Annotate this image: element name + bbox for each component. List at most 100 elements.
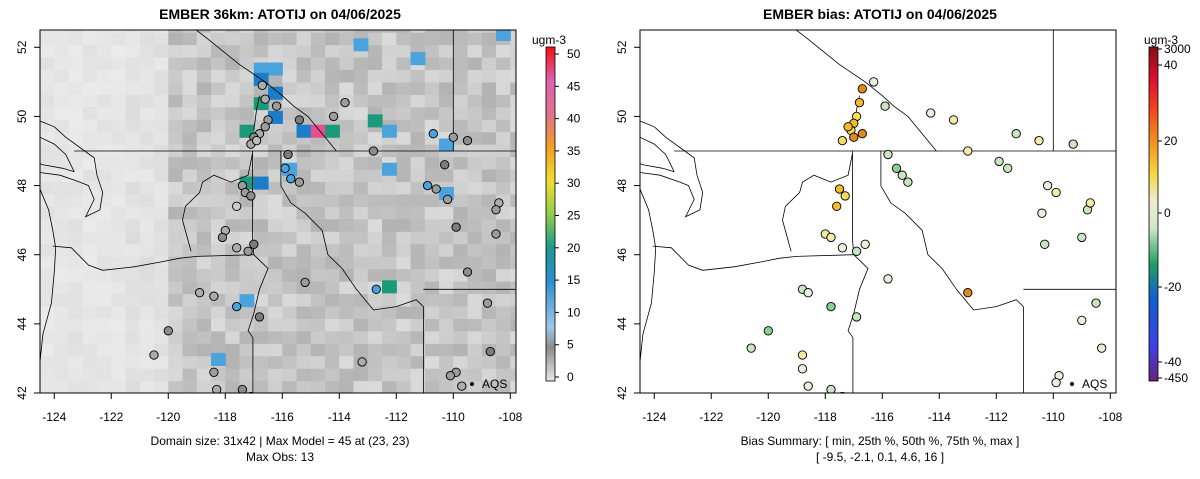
model-grid-cell: [310, 44, 326, 58]
bias-x-tick-label: -118: [814, 410, 837, 424]
model-grid-cell: [82, 193, 98, 207]
model-grid-cell: [225, 156, 241, 170]
model-grid-cell: [68, 44, 84, 58]
model-grid-cell: [396, 131, 412, 145]
model-grid-cell: [481, 106, 497, 120]
model-grid-cell: [481, 131, 497, 145]
model-grid-cell: [111, 293, 127, 307]
model-grid-cell: [82, 30, 98, 33]
bias-obs-marker: [837, 135, 848, 146]
model-grid-cell: [97, 268, 112, 282]
model-grid-cell: [296, 293, 312, 307]
model-grid-cell: [225, 368, 241, 382]
model-grid-cell: [182, 218, 198, 232]
model-grid-cell: [339, 355, 355, 369]
model-chart-title: EMBER 36km: ATOTIJ on 04/06/2025: [159, 6, 401, 22]
model-grid-cell: [196, 218, 212, 232]
model-grid-cell: [367, 30, 383, 33]
model-grid-cell: [353, 56, 369, 71]
bias-footer-line1: Bias Summary: [ min, 25th %, 50th %, 75t…: [740, 434, 1020, 448]
bias-x-tick-label: -112: [985, 410, 1008, 424]
model-hotspot-cell: [310, 124, 326, 138]
bias-x-tick-label: -120: [756, 410, 780, 424]
model-grid-cell: [310, 268, 326, 282]
model-grid-cell: [325, 243, 340, 257]
model-grid-cell: [239, 94, 255, 108]
bias-footer-line2: [ -9.5, -2.1, 0.1, 4.6, 16 ]: [815, 450, 945, 464]
model-grid-cell: [125, 81, 141, 95]
model-grid-cell: [168, 330, 184, 344]
model-grid-cell: [439, 168, 454, 183]
model-grid-cell: [68, 280, 84, 295]
model-grid-cell: [125, 218, 141, 232]
model-grid-cell: [439, 243, 454, 257]
model-grid-cells: [40, 30, 516, 393]
model-grid-cell: [111, 355, 127, 369]
model-grid-cell: [182, 268, 198, 282]
model-grid-cell: [496, 330, 511, 344]
bias-x-tick-label: -116: [871, 410, 894, 424]
model-grid-cell: [481, 280, 497, 295]
model-grid-cell: [339, 343, 355, 357]
model-grid-cell: [125, 330, 141, 344]
model-grid-cell: [211, 330, 226, 344]
model-grid-cell: [310, 256, 326, 270]
model-grid-cell: [139, 318, 155, 332]
model-grid-cell: [154, 81, 169, 95]
model-grid-cell: [154, 156, 169, 170]
model-grid-cell: [225, 119, 241, 133]
model-x-tick-label: -114: [328, 410, 351, 424]
model-grid-cell: [225, 231, 241, 245]
model-grid-cell: [382, 293, 397, 307]
model-grid-cell: [310, 280, 326, 295]
model-grid-cell: [382, 81, 397, 95]
model-grid-cell: [253, 32, 269, 46]
model-grid-cell: [353, 256, 369, 270]
model-grid-cell: [97, 30, 112, 33]
model-grid-cell: [154, 193, 169, 207]
bias-obs-marker: [857, 129, 867, 139]
model-grid-cell: [296, 218, 312, 232]
model-grid-cell: [154, 256, 169, 270]
model-colorbar-tick-label: 35: [567, 144, 581, 158]
model-hotspot-cell: [239, 294, 255, 308]
model-grid-cell: [367, 231, 383, 245]
model-grid-cell: [40, 280, 55, 295]
model-grid-cell: [367, 330, 383, 344]
model-grid-cell: [268, 318, 283, 332]
model-x-tick-label: -110: [442, 410, 465, 424]
model-grid-cell: [82, 330, 98, 344]
model-grid-cell: [111, 256, 127, 270]
model-grid-cell: [424, 168, 440, 183]
model-grid-cell: [211, 305, 226, 319]
model-grid-cell: [68, 330, 84, 344]
model-grid-cell: [467, 305, 483, 319]
model-grid-cell: [282, 218, 298, 232]
model-grid-cell: [68, 81, 84, 95]
model-grid-cell: [168, 206, 184, 220]
model-grid-cell: [239, 318, 255, 332]
bias-plot-bg: [640, 30, 1116, 393]
model-grid-cell: [310, 305, 326, 319]
bias-obs-marker: [1034, 135, 1044, 146]
model-grid-cell: [225, 56, 241, 71]
model-grid-cell: [367, 94, 383, 108]
model-grid-cell: [310, 318, 326, 332]
model-grid-cell: [481, 81, 497, 95]
model-grid-cell: [510, 94, 516, 108]
model-obs-marker: [209, 367, 219, 377]
model-grid-cell: [382, 380, 397, 393]
bias-chart-title: EMBER bias: ATOTIJ on 04/06/2025: [763, 6, 997, 22]
model-grid-cell: [68, 268, 84, 282]
model-grid-cell: [410, 181, 426, 195]
model-obs-marker: [243, 246, 253, 256]
model-grid-cell: [139, 218, 155, 232]
model-grid-cell: [239, 206, 255, 220]
model-grid-cell: [453, 119, 469, 133]
model-grid-cell: [139, 368, 155, 382]
model-grid-cell: [453, 318, 469, 332]
model-obs-marker: [485, 346, 495, 357]
model-grid-cell: [467, 368, 483, 382]
model-grid-cell: [410, 293, 426, 307]
bias-obs-marker: [1097, 343, 1107, 353]
